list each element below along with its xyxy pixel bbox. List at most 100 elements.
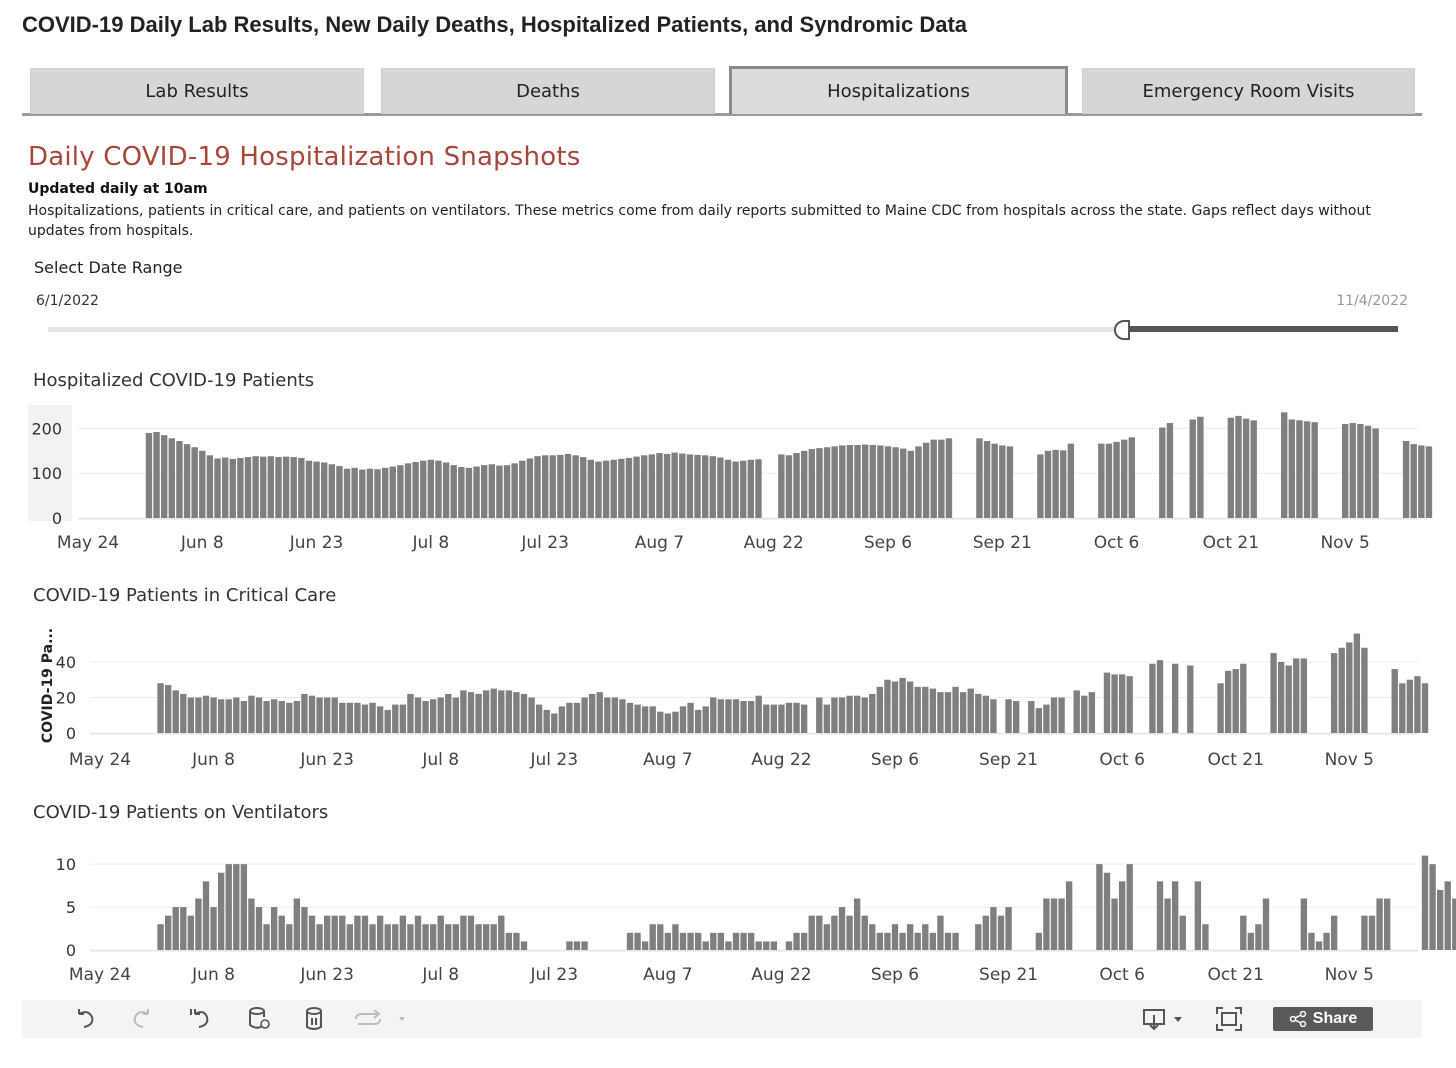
ventilators-bar [293, 898, 301, 950]
critical-care-bar [982, 695, 990, 733]
fullscreen-icon[interactable] [1214, 1005, 1244, 1033]
ventilators-bar [1111, 898, 1118, 950]
hospitalized-bar [496, 465, 503, 518]
share-button[interactable]: Share [1273, 1007, 1373, 1031]
ventilators-bar [755, 941, 762, 950]
ventilators-bar [1376, 898, 1383, 950]
tab-lab-results[interactable]: Lab Results [30, 68, 364, 114]
critical-care-bar [702, 706, 709, 733]
undo-icon[interactable] [70, 1005, 100, 1033]
hospitalized-bar [869, 445, 876, 518]
critical-care-bar [1391, 669, 1398, 733]
ventilators-bar [270, 907, 278, 950]
critical-care-bar [1399, 683, 1406, 733]
hospitalized-bar [488, 464, 496, 518]
critical-care-bar [513, 692, 520, 733]
ventilators-bar [369, 924, 376, 950]
critical-care-bar [1187, 665, 1194, 733]
ventilators-bar [1035, 932, 1043, 950]
hospitalized-bar [671, 452, 678, 518]
hospitalized-bar [1060, 450, 1067, 518]
hospitalized-bar [206, 455, 214, 518]
ventilators-bar [1421, 855, 1429, 950]
ventilators-bar [1096, 864, 1103, 950]
ventilators-bar [210, 907, 217, 950]
tab-emergency-room-visits[interactable]: Emergency Room Visits [1082, 68, 1415, 114]
critical-care-bar [566, 702, 573, 733]
hospitalized-x-tick-label: Nov 5 [1320, 533, 1369, 553]
hospitalized-bar [877, 445, 884, 518]
critical-care-bar [323, 697, 331, 733]
hospitalized-bar [1113, 441, 1120, 518]
critical-care-bar [906, 681, 914, 733]
critical-care-bar [482, 690, 490, 733]
hospitalized-bar [229, 458, 236, 518]
critical-care-bar [922, 686, 929, 733]
hospitalized-bar [397, 465, 404, 518]
critical-care-bar [1232, 669, 1239, 733]
ventilators-bar [641, 941, 649, 950]
tab-hospitalizations[interactable]: Hospitalizations [729, 66, 1068, 114]
revert-icon[interactable] [185, 1005, 215, 1033]
update-note: Updated daily at 10am [28, 181, 208, 197]
hospitalized-bar [755, 459, 762, 518]
hospitalized-bar [389, 466, 396, 518]
ventilators-bar [1103, 872, 1111, 950]
critical-care-bar [1035, 708, 1043, 733]
critical-care-bar [558, 706, 566, 733]
ventilators-bar [1444, 881, 1451, 950]
ventilators-bar [990, 907, 997, 950]
download-icon[interactable] [1140, 1005, 1184, 1033]
ventilators-bar [944, 932, 952, 950]
ventilators-bar [1323, 932, 1330, 950]
date-range-slider-handle[interactable] [1114, 320, 1130, 340]
date-range-slider-track[interactable] [48, 327, 1398, 332]
ventilators-x-tick-label: Nov 5 [1325, 965, 1374, 985]
critical-care-bar [846, 695, 853, 733]
hospitalized-chart-title: Hospitalized COVID-19 Patients [33, 370, 315, 391]
critical-care-bar [611, 697, 619, 733]
hospitalized-bar [519, 460, 526, 518]
redo-icon[interactable] [127, 1005, 157, 1033]
ventilators-bar [323, 915, 331, 950]
tab-deaths[interactable]: Deaths [381, 68, 715, 114]
critical-care-bar [414, 697, 422, 733]
hospitalized-bar [1128, 437, 1136, 518]
ventilators-bar [763, 941, 770, 950]
hospitalized-bar [183, 444, 191, 518]
critical-care-bar [944, 692, 952, 733]
pause-updates-icon[interactable] [300, 1005, 330, 1033]
hospitalized-bar [313, 461, 320, 518]
hospitalized-x-tick-label: Jun 23 [289, 533, 344, 553]
critical-care-bar [1005, 699, 1012, 733]
critical-care-bar [1118, 674, 1126, 733]
hospitalized-bar [328, 464, 336, 518]
hospitalized-bar [1311, 422, 1318, 518]
ventilators-bar [1118, 881, 1126, 950]
hospitalized-bar [1303, 421, 1311, 518]
ventilators-x-tick-label: May 24 [69, 965, 131, 985]
hospitalized-x-tick-label: Jun 8 [180, 533, 224, 553]
ventilators-bar [816, 915, 823, 950]
ventilators-bar [331, 915, 338, 950]
critical-care-bar [694, 709, 702, 733]
ventilators-bar [1308, 932, 1315, 950]
tab-bar: Lab Results Deaths Hospitalizations Emer… [22, 66, 1422, 116]
hospitalized-bar [1242, 418, 1250, 518]
hospitalized-bar [679, 453, 686, 518]
hospitalized-bar [618, 458, 625, 518]
critical-care-bar [1073, 690, 1080, 733]
ventilators-bar [384, 924, 391, 950]
ventilators-bar [914, 932, 921, 950]
critical-care-bar [301, 693, 308, 733]
ventilators-bar [740, 932, 747, 950]
refresh-data-icon[interactable] [244, 1005, 274, 1033]
forward-dropdown-icon[interactable] [352, 1005, 412, 1033]
hospitalized-y-tick-label: 100 [31, 464, 62, 483]
ventilators-bar [278, 915, 285, 950]
date-range-end: 11/4/2022 [1336, 293, 1408, 309]
ventilators-bar [952, 932, 959, 950]
ventilators-bar [513, 932, 520, 950]
ventilators-x-tick-label: Sep 21 [979, 965, 1038, 985]
critical-care-bar [1421, 683, 1429, 733]
